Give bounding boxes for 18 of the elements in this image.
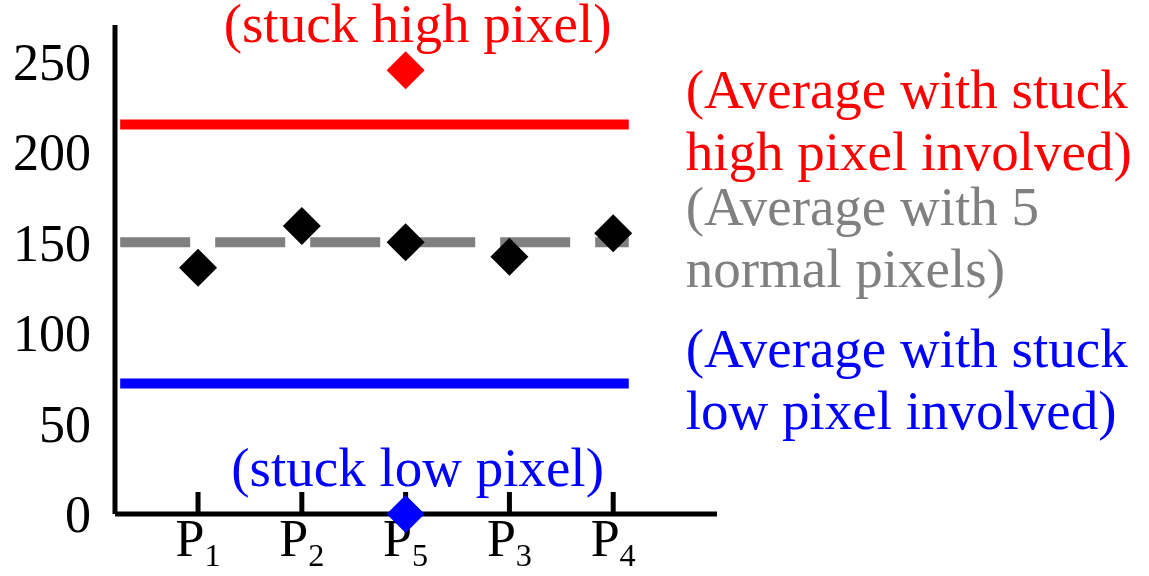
- point: [179, 248, 218, 287]
- x-tick-label: P$_{3}$: [486, 510, 532, 573]
- x-tick-label: P$_{2}$: [279, 510, 325, 573]
- series-label: (stuck high pixel): [223, 0, 612, 55]
- y-tick-label: 100: [13, 305, 91, 363]
- y-tick-label: 50: [39, 395, 91, 453]
- series-label: (stuck low pixel): [231, 437, 604, 498]
- point: [594, 214, 633, 253]
- y-tick-label: 150: [13, 214, 91, 272]
- x-tick-label: P$_{4}$: [590, 510, 636, 573]
- point: [282, 207, 321, 246]
- point: [386, 223, 425, 262]
- y-tick-label: 0: [65, 486, 91, 544]
- point: [490, 237, 529, 276]
- x-tick-label: P$_{1}$: [175, 510, 221, 573]
- y-tick-label: 250: [13, 33, 91, 91]
- y-tick-label: 200: [13, 124, 91, 182]
- ref-line-label: (Average with stuck low pixel involved): [685, 317, 1129, 441]
